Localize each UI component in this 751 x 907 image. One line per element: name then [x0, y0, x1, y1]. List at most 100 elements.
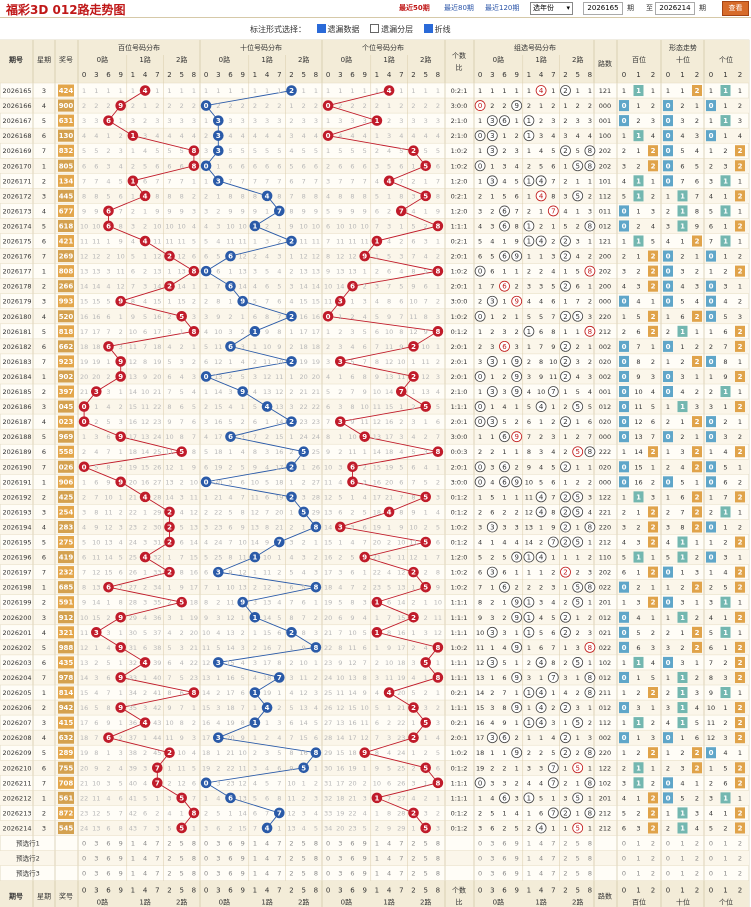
shape-digit: 1 [723, 629, 728, 637]
checkbox-omission-layers[interactable] [370, 24, 380, 33]
footer-shape-pos: 十位 [676, 898, 690, 907]
omission-value: 12 [104, 523, 112, 531]
shape-omission: 2 [680, 358, 684, 366]
shape-omission: 2 [680, 584, 684, 592]
omission-value: 10 [422, 343, 430, 351]
omission-value: 3 [399, 117, 403, 125]
hit-ball [359, 250, 371, 262]
group-omission: 1 [576, 614, 580, 622]
prize-number: 520 [59, 313, 74, 321]
group-omission: 3 [539, 448, 543, 456]
omission-value: 2 [338, 102, 342, 110]
omission-value: 11 [409, 313, 417, 321]
shape-omission: 1 [709, 117, 713, 125]
preselect-digit: 4 [265, 870, 269, 878]
checkbox-polyline[interactable] [423, 24, 433, 33]
omission-value: 17 [129, 433, 137, 441]
hit-ball [408, 566, 419, 578]
shape-digit: 2 [651, 824, 656, 832]
prize-number: 435 [59, 659, 74, 667]
omission-value: 3 [411, 659, 415, 667]
group-ball [523, 551, 535, 563]
omission-value: 23 [397, 734, 405, 742]
range-link-50[interactable]: 最近50期 [399, 4, 430, 12]
header-route-label: 2路 [420, 55, 431, 64]
group-digit: 4 [539, 87, 544, 95]
range-link-80[interactable]: 最近80期 [444, 4, 474, 12]
omission-value: 1 [192, 87, 196, 95]
group-omission: 7 [478, 584, 482, 592]
omission-value: 23 [214, 523, 222, 531]
route-pattern: 012 [599, 403, 611, 411]
shape-omission: 3 [622, 162, 626, 170]
omission-value: 4 [387, 569, 391, 577]
omission-value: 20 [300, 373, 308, 381]
hit-digit: 8 [191, 809, 196, 817]
shape-omission: 3 [680, 373, 684, 381]
omission-value: 10 [153, 222, 161, 230]
footer-digit: 7 [399, 887, 403, 895]
weekday-value: 3 [42, 192, 46, 200]
omission-value: 6 [363, 644, 367, 652]
range-link-120[interactable]: 最近120期 [485, 4, 520, 12]
omission-value: 16 [373, 478, 381, 486]
end-issue-input[interactable]: 2026214 [655, 2, 695, 15]
hit-ball [371, 792, 383, 804]
shape-digit: 0 [666, 599, 671, 607]
group-ball [523, 792, 535, 804]
footer-route-label: 0路 [341, 898, 352, 907]
omission-value: 1 [94, 403, 98, 411]
group-ball [486, 566, 498, 578]
header-digit: 7 [155, 71, 159, 79]
group-ball [572, 491, 584, 503]
omission-value: 3 [228, 388, 232, 396]
omission-value: 3 [289, 132, 293, 140]
omission-value: 7 [82, 569, 86, 577]
omission-value: 2 [204, 192, 208, 200]
group-omission: 3 [478, 358, 482, 366]
omission-value: 11 [385, 343, 393, 351]
omission-value: 23 [80, 809, 88, 817]
shape-omission: 9 [723, 373, 727, 381]
header-digit: 0 [204, 71, 208, 79]
preselect-shape: 1 [723, 870, 727, 878]
omission-value: 16 [348, 719, 356, 727]
count-ratio-value: 2:1:0 [451, 388, 468, 396]
group-ball [547, 386, 559, 397]
group-digit: 3 [490, 177, 494, 185]
omission-value: 1 [94, 87, 98, 95]
start-issue-input[interactable]: 2026165 [583, 2, 623, 15]
omission-value: 10 [324, 283, 332, 291]
omission-value: 5 [338, 599, 342, 607]
hit-ball [115, 100, 126, 111]
checkbox-omission-data[interactable] [316, 24, 326, 33]
year-select[interactable]: 选年份 ▾ [530, 2, 573, 15]
omission-value: 9 [265, 328, 269, 336]
shape-box [677, 807, 688, 819]
omission-value: 3 [424, 238, 428, 246]
omission-value: 3 [326, 358, 330, 366]
header-route-label: 1路 [139, 55, 150, 64]
omission-value: 18 [385, 448, 393, 456]
omission-value: 21 [80, 388, 88, 396]
preselect-shape: 0 [622, 855, 626, 863]
query-button[interactable]: 查看 [722, 1, 749, 16]
omission-value: 18 [300, 343, 308, 351]
footer-digit: 7 [551, 887, 555, 895]
omission-value: 1 [167, 87, 171, 95]
omission-value: 1 [143, 253, 147, 261]
header-digit: 5 [423, 71, 427, 79]
shape-box [692, 461, 702, 473]
group-omission: 1 [551, 794, 555, 802]
group-ball [523, 325, 535, 337]
omission-value: 1 [192, 704, 196, 712]
omission-value: 11 [373, 403, 381, 411]
shape-omission: 16 [634, 478, 642, 486]
route-pattern: 011 [599, 207, 611, 215]
shape-omission: 1 [695, 659, 699, 667]
omission-value: 10 [165, 433, 173, 441]
group-omission: 1 [539, 569, 543, 577]
group-ball [535, 657, 547, 668]
shape-box [663, 340, 673, 352]
group-ball [486, 356, 498, 367]
